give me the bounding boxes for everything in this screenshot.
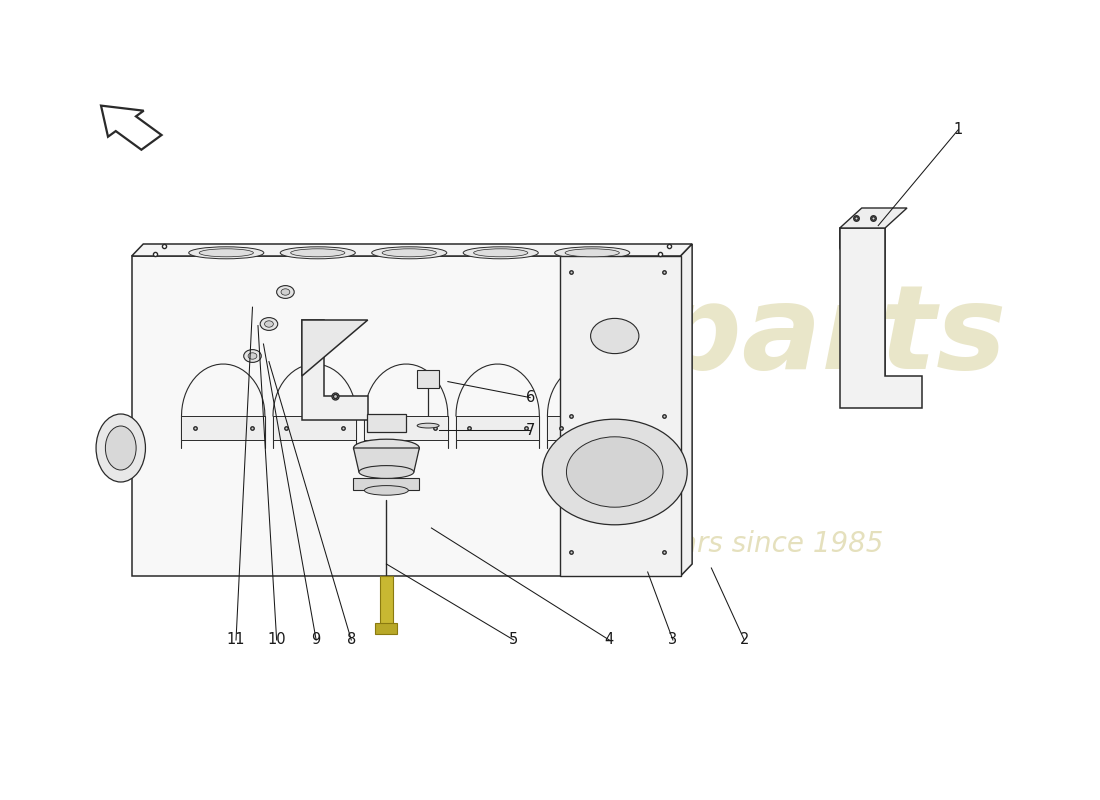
Text: 4: 4 [605,633,614,647]
Polygon shape [273,416,356,440]
Polygon shape [182,416,265,440]
Ellipse shape [565,249,619,257]
Ellipse shape [199,249,253,257]
Circle shape [261,318,277,330]
Text: europarts: europarts [354,278,1006,394]
Circle shape [244,350,262,362]
Circle shape [542,419,688,525]
Circle shape [566,437,663,507]
Polygon shape [839,228,922,408]
Ellipse shape [359,466,414,478]
Text: 1: 1 [954,122,962,137]
Polygon shape [364,416,448,440]
Circle shape [249,353,257,359]
Polygon shape [455,416,539,440]
Text: 11: 11 [227,633,245,647]
Polygon shape [353,448,419,472]
Text: 2: 2 [739,633,749,647]
Polygon shape [681,244,692,576]
Ellipse shape [280,246,355,258]
Text: 3: 3 [669,633,678,647]
Circle shape [276,286,294,298]
Text: 8: 8 [346,633,356,647]
Ellipse shape [353,439,419,457]
Polygon shape [839,228,886,376]
Ellipse shape [474,249,528,257]
Text: 10: 10 [267,633,286,647]
Bar [375,623,397,634]
Text: 6: 6 [526,390,535,405]
Polygon shape [560,256,681,576]
Ellipse shape [554,246,629,258]
Text: 5: 5 [509,633,518,647]
Ellipse shape [106,426,136,470]
Ellipse shape [189,246,264,258]
Ellipse shape [96,414,145,482]
Ellipse shape [382,249,437,257]
Circle shape [591,318,639,354]
Polygon shape [353,478,419,490]
Text: a passion for cars since 1985: a passion for cars since 1985 [477,530,883,558]
Circle shape [280,289,289,295]
Text: 9: 9 [311,633,321,647]
Polygon shape [301,320,367,376]
Circle shape [265,321,273,327]
Ellipse shape [290,249,345,257]
Ellipse shape [372,246,447,258]
Polygon shape [132,256,681,576]
Text: 7: 7 [526,423,535,438]
Bar [379,576,393,624]
Ellipse shape [417,423,439,428]
Polygon shape [839,208,908,228]
Bar [366,414,406,432]
Ellipse shape [463,246,538,258]
Ellipse shape [364,486,408,495]
Polygon shape [301,320,367,420]
Polygon shape [548,416,630,440]
Bar [417,370,439,388]
Polygon shape [132,244,692,256]
